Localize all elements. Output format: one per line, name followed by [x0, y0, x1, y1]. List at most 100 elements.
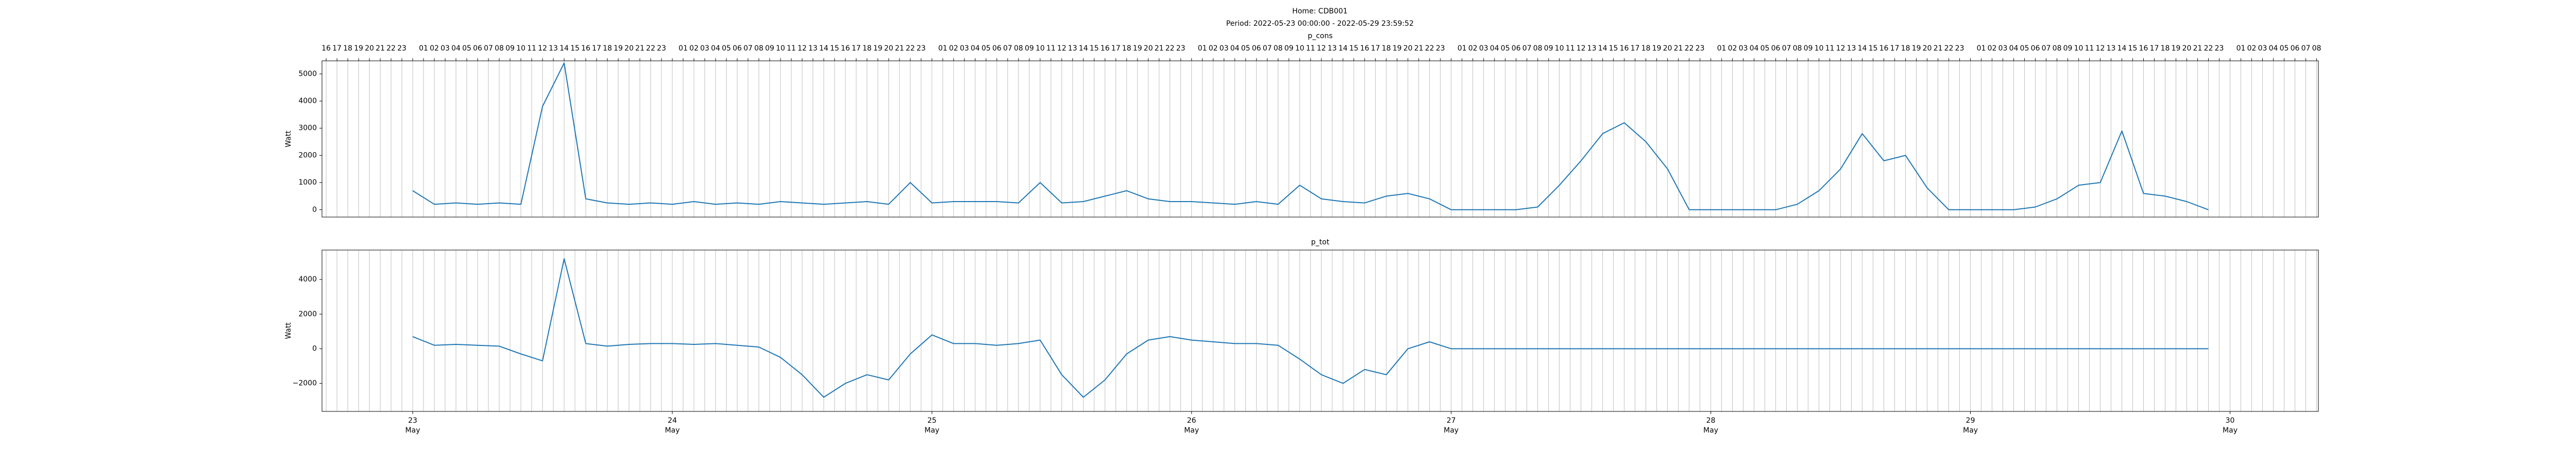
x2-tick-label: 01	[1977, 44, 1986, 53]
x2-tick-label: 03	[1739, 44, 1748, 53]
y-tick-label: 4000	[298, 97, 317, 105]
x2-tick-label: 14	[1598, 44, 1607, 53]
x2-tick-label: 08	[2312, 44, 2321, 53]
x2-tick-label: 14	[1858, 44, 1867, 53]
x2-tick-label: 04	[451, 44, 461, 53]
x2-tick-label: 20	[365, 44, 374, 53]
x2-tick-label: 05	[462, 44, 471, 53]
x2-tick-label: 17	[852, 44, 861, 53]
x2-tick-label: 18	[1382, 44, 1391, 53]
x2-tick-label: 12	[1836, 44, 1845, 53]
x2-tick-label: 19	[1652, 44, 1662, 53]
x2-tick-label: 22	[1944, 44, 1954, 53]
x2-tick-label: 16	[1620, 44, 1629, 53]
x2-tick-label: 07	[1522, 44, 1532, 53]
x2-tick-label: 02	[1988, 44, 1997, 53]
x2-tick-label: 20	[1663, 44, 1672, 53]
x2-tick-label: 11	[1566, 44, 1575, 53]
x2-tick-label: 05	[722, 44, 731, 53]
x2-tick-label: 13	[1328, 44, 1337, 53]
x2-tick-label: 19	[2172, 44, 2181, 53]
y-tick-label: 0	[312, 344, 317, 353]
y-axis-label: Watt	[284, 322, 293, 339]
x2-tick-label: 16	[841, 44, 850, 53]
x2-tick-label: 04	[1750, 44, 1759, 53]
x2-tick-label: 07	[484, 44, 493, 53]
x-tick-label: 26 May	[1184, 417, 1199, 435]
x2-tick-label: 01	[679, 44, 688, 53]
x2-tick-label: 11	[1306, 44, 1315, 53]
x2-tick-label: 07	[2301, 44, 2311, 53]
x2-tick-label: 08	[1274, 44, 1283, 53]
x2-tick-label: 15	[2128, 44, 2138, 53]
x2-tick-label: 03	[960, 44, 969, 53]
x2-tick-label: 08	[495, 44, 504, 53]
figure-subtitle: Period: 2022-05-23 00:00:00 - 2022-05-29…	[1226, 20, 1414, 28]
x2-tick-label: 15	[1090, 44, 1099, 53]
x2-tick-label: 22	[646, 44, 655, 53]
x2-tick-label: 05	[1760, 44, 1770, 53]
x2-tick-label: 21	[1414, 44, 1423, 53]
x2-tick-label: 12	[798, 44, 807, 53]
x2-tick-label: 21	[1155, 44, 1164, 53]
x2-tick-label: 03	[2258, 44, 2267, 53]
y-tick-label: −2000	[293, 379, 317, 388]
x2-tick-label: 09	[1284, 44, 1294, 53]
x2-tick-label: 03	[440, 44, 450, 53]
x2-tick-label: 14	[2117, 44, 2127, 53]
x2-tick-label: 22	[386, 44, 396, 53]
x2-tick-label: 01	[2236, 44, 2246, 53]
axes-frame	[321, 250, 2319, 412]
x2-tick-label: 08	[2053, 44, 2062, 53]
x2-tick-label: 14	[560, 44, 569, 53]
data-line	[412, 62, 2209, 210]
x2-tick-label: 16	[1360, 44, 1369, 53]
x2-tick-label: 21	[635, 44, 645, 53]
y-tick-label: 1000	[298, 178, 317, 187]
x2-tick-label: 06	[1771, 44, 1781, 53]
x2-tick-label: 05	[981, 44, 991, 53]
x2-tick-label: 19	[1133, 44, 1142, 53]
x2-tick-label: 21	[2193, 44, 2202, 53]
x2-tick-label: 06	[473, 44, 482, 53]
x2-tick-label: 19	[354, 44, 363, 53]
x2-tick-label: 16	[581, 44, 590, 53]
x2-tick-label: 19	[1912, 44, 1921, 53]
x2-tick-label: 17	[1111, 44, 1121, 53]
x2-tick-label: 22	[1425, 44, 1434, 53]
x2-tick-label: 20	[1144, 44, 1153, 53]
x2-tick-label: 16	[1879, 44, 1889, 53]
x2-tick-label: 15	[1869, 44, 1878, 53]
x2-tick-label: 07	[743, 44, 753, 53]
y-tick-label: 4000	[298, 275, 317, 284]
x2-tick-label: 01	[419, 44, 428, 53]
x2-tick-label: 01	[938, 44, 947, 53]
x2-tick-label: 06	[2291, 44, 2300, 53]
x2-tick-label: 22	[2204, 44, 2213, 53]
x2-tick-label: 11	[2085, 44, 2094, 53]
x2-tick-label: 10	[516, 44, 526, 53]
x2-tick-label: 22	[1165, 44, 1175, 53]
x2-tick-label: 19	[1393, 44, 1402, 53]
x2-tick-label: 20	[2182, 44, 2192, 53]
x2-tick-label: 02	[949, 44, 958, 53]
x2-tick-label: 20	[624, 44, 634, 53]
x2-tick-label: 19	[873, 44, 883, 53]
x2-tick-label: 09	[765, 44, 774, 53]
x2-tick-label: 16	[321, 44, 331, 53]
x2-tick-label: 07	[1003, 44, 1012, 53]
x2-tick-label: 11	[787, 44, 796, 53]
x2-tick-label: 02	[689, 44, 699, 53]
x2-tick-label: 23	[1696, 44, 1705, 53]
x2-tick-label: 12	[538, 44, 547, 53]
x2-tick-label: 07	[1782, 44, 1791, 53]
x2-tick-label: 21	[895, 44, 904, 53]
axes-title: p_tot	[1311, 238, 1330, 246]
x2-tick-label: 05	[2020, 44, 2029, 53]
x2-tick-label: 18	[1641, 44, 1651, 53]
x2-tick-label: 10	[1555, 44, 1564, 53]
x2-tick-label: 11	[1825, 44, 1835, 53]
x2-tick-label: 20	[1923, 44, 1932, 53]
x2-tick-label: 23	[1436, 44, 1445, 53]
